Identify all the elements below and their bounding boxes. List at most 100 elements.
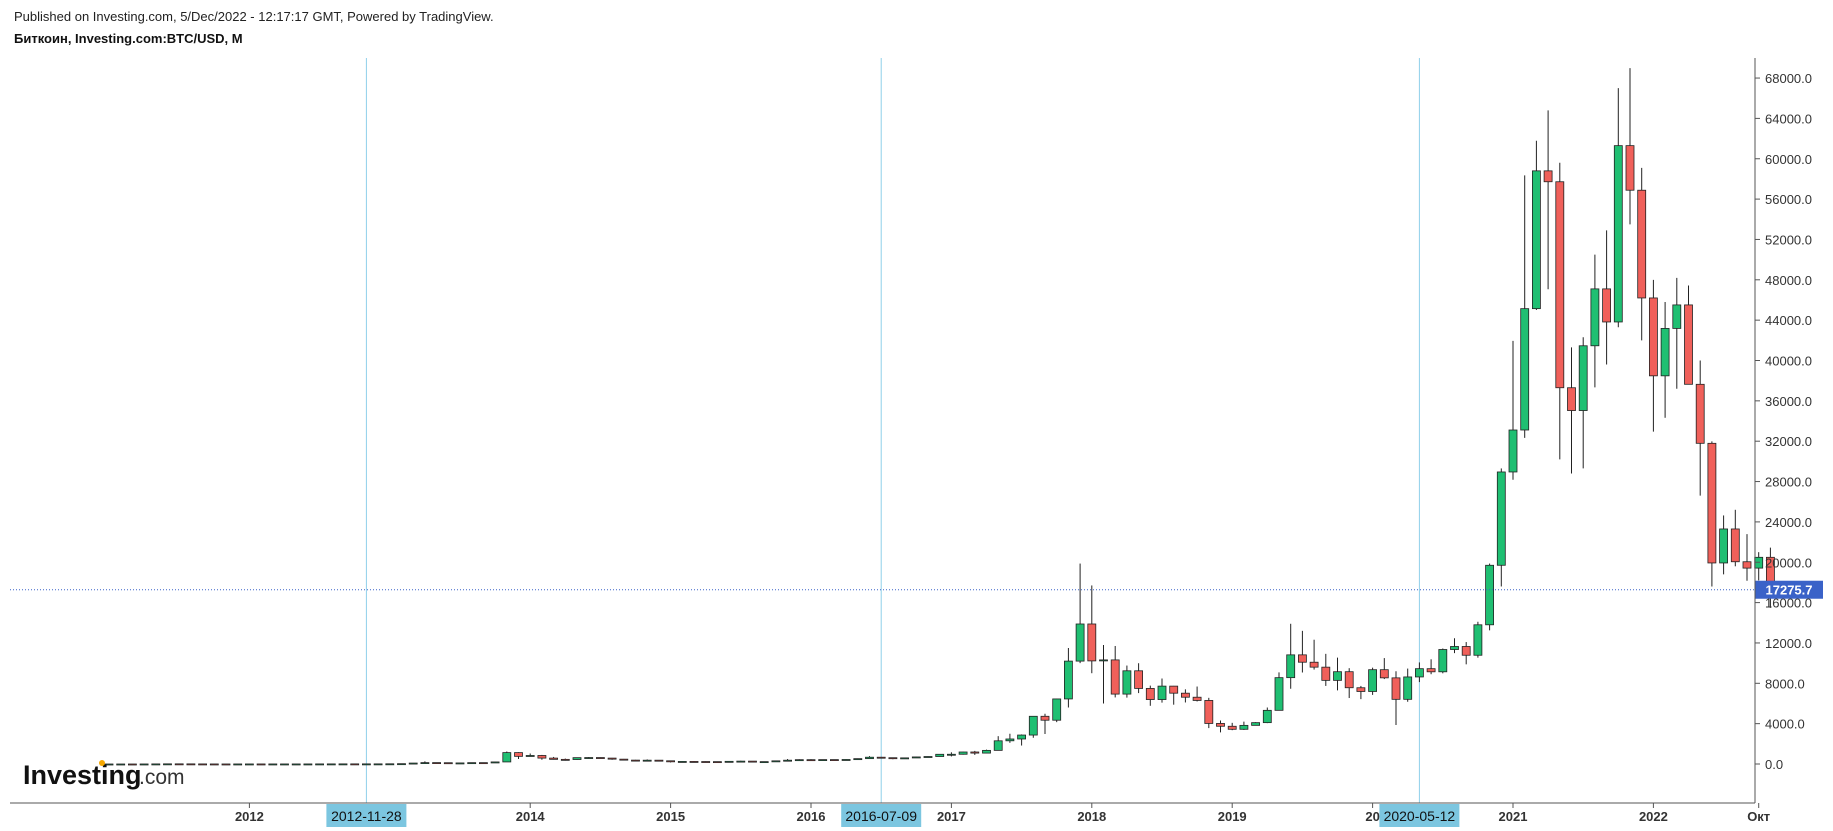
candle-2019-11 [1344, 668, 1354, 699]
candle-body [947, 753, 956, 756]
candle-2018-08 [1169, 685, 1179, 705]
candle-2020-03 [1391, 671, 1401, 725]
candle-2017-12 [1075, 563, 1085, 664]
candle-body [1075, 623, 1085, 662]
candle-2015-12 [794, 759, 804, 762]
candle-body [1649, 297, 1658, 377]
candle-2017-06 [1005, 733, 1015, 743]
y-tick-label: 68000.0 [1765, 71, 1812, 86]
candle-body [1508, 429, 1518, 473]
candle-body [818, 759, 828, 761]
candle-body [1415, 668, 1424, 678]
y-tick-label: 36000.0 [1765, 394, 1812, 409]
candle-body [338, 763, 348, 766]
candle-2013-03 [408, 762, 418, 765]
investing-logo: Investing .com [23, 760, 185, 790]
candle-2014-05 [572, 757, 582, 760]
candle-2020-10 [1473, 621, 1483, 658]
candle-body [759, 761, 769, 764]
candle-2020-02 [1379, 658, 1389, 680]
candle-body [1321, 666, 1331, 681]
candle-2012-10 [350, 763, 360, 766]
candle-2014-08 [607, 757, 617, 760]
y-tick-label: 64000.0 [1765, 111, 1812, 126]
candle-2019-12 [1356, 685, 1366, 700]
y-tick-label: 32000.0 [1765, 434, 1812, 449]
candle-2019-10 [1333, 657, 1342, 691]
candle-2021-04 [1543, 110, 1553, 290]
candle-2021-11 [1625, 68, 1635, 225]
candle-2016-03 [830, 759, 839, 761]
candle-body [478, 762, 488, 765]
published-note: Published on Investing.com, 5/Dec/2022 -… [14, 9, 494, 24]
candle-2011-07 [174, 763, 184, 766]
candle-body [1251, 722, 1260, 726]
candle-body [865, 756, 874, 760]
candle-body [1590, 288, 1600, 347]
candle-body [794, 759, 804, 762]
candle-2012-11 [361, 763, 371, 766]
candle-2022-10 [1754, 552, 1764, 581]
candle-2014-01 [525, 753, 535, 757]
candle-body [1379, 669, 1389, 679]
candle-2013-04 [420, 761, 430, 764]
candle-body [1707, 442, 1717, 564]
candle-2020-09 [1461, 642, 1471, 665]
candle-body [1157, 685, 1167, 700]
price-layer: 17275.7 [10, 580, 1823, 599]
candle-2017-01 [947, 752, 956, 757]
candle-2013-01 [385, 763, 395, 766]
candle-2016-04 [841, 759, 851, 761]
candle-2016-02 [818, 759, 828, 761]
candle-body [397, 763, 406, 766]
candle-2017-07 [1017, 734, 1026, 746]
candle-2022-02 [1660, 301, 1670, 418]
candle-body [350, 763, 360, 766]
candle-body [596, 757, 605, 759]
candle-body [1613, 145, 1623, 323]
candle-2011-05 [151, 763, 161, 766]
candle-2015-01 [666, 760, 675, 763]
candle-2015-09 [759, 761, 769, 764]
y-tick-label: 48000.0 [1765, 273, 1812, 288]
candle-body [841, 759, 851, 761]
candle-body [1520, 308, 1530, 431]
candle-body [666, 760, 675, 763]
candle-body [1637, 189, 1647, 299]
candle-body [1684, 304, 1693, 385]
candle-body [1110, 659, 1120, 695]
candle-2019-04 [1262, 707, 1272, 724]
logo-dot [99, 760, 105, 766]
candle-body [537, 755, 547, 759]
candle-body [1719, 528, 1728, 564]
last-price-tag [1755, 580, 1823, 599]
candle-body [1204, 700, 1214, 724]
candle-2018-09 [1181, 689, 1190, 703]
candle-body [993, 740, 1003, 751]
candle-body [514, 752, 523, 757]
candle-body [502, 752, 512, 763]
candle-2011-06 [163, 763, 172, 766]
marker-date-label-2: 2020-05-12 [1384, 808, 1456, 824]
candle-body [1309, 661, 1319, 668]
candle-2011-10 [209, 763, 219, 766]
candle-body [1216, 723, 1225, 727]
axes-layer: 0.0 4000.0 8000.0 12000.0 16000.0 20000.0 2400… [10, 58, 1812, 827]
candle-2015-06 [724, 760, 734, 763]
candle-body [935, 753, 945, 757]
candle-2020-05 [1415, 662, 1424, 683]
candle-body [560, 758, 570, 761]
candle-2016-10 [911, 756, 921, 759]
candle-body [127, 763, 137, 766]
candle-2016-07 [876, 756, 886, 759]
candle-2018-10 [1192, 686, 1202, 702]
marker-date-tag-0 [326, 804, 407, 827]
candle-body [1660, 328, 1670, 377]
candle-body [958, 751, 968, 755]
candle-2021-06 [1567, 347, 1576, 474]
candle-2022-07 [1719, 515, 1728, 575]
x-tick-label: 2017 [937, 809, 966, 824]
candle-2018-01 [1087, 585, 1097, 674]
candle-body [642, 759, 652, 762]
